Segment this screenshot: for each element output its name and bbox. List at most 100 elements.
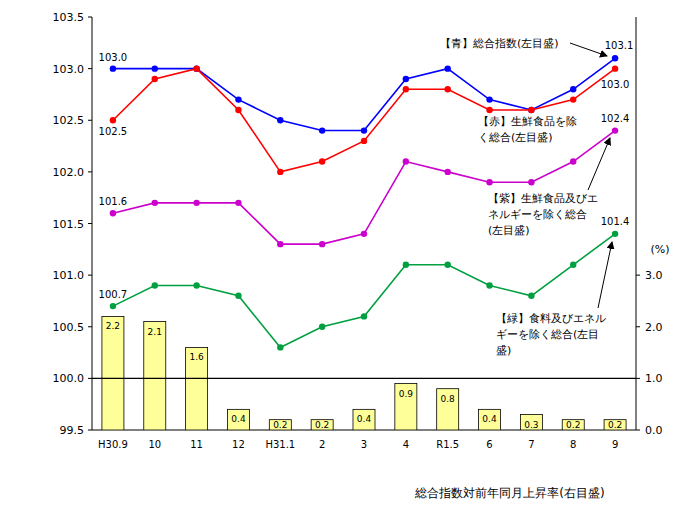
x-tick-label: 2 [319,439,325,450]
marker [235,293,241,299]
bar-label: 0.2 [315,420,329,430]
bar-label: 1.6 [189,352,204,362]
bar [353,409,375,430]
bar [395,384,417,430]
line [113,58,615,130]
marker [444,169,450,175]
reference-line [92,378,636,379]
bar [604,420,626,430]
x-tick-label: 12 [232,439,245,450]
marker [444,86,450,92]
value-label: 103.0 [99,52,128,63]
marker [486,96,492,102]
marker [319,127,325,133]
x-tick-label: H31.1 [265,439,295,450]
marker [193,282,199,288]
marker [361,313,367,319]
line [113,131,615,245]
marker [570,262,576,268]
y2-axis-line [636,17,637,430]
marker [361,231,367,237]
y-tick-label: 103.0 [53,63,85,76]
y-tick [88,430,92,431]
bar-label: 0.4 [482,414,497,424]
marker [444,262,450,268]
bar-label: 0.9 [399,389,414,399]
legend-label: 【紫】生鮮食品及びエネルギーを除く総合(左目盛) [488,192,598,237]
marker [528,293,534,299]
marker [528,179,534,185]
marker [612,127,618,133]
bar [227,409,249,430]
x-tick-label: 9 [612,439,618,450]
marker [193,65,199,71]
bar [562,420,584,430]
marker [570,158,576,164]
line [113,69,615,172]
legend-arrow [598,242,612,308]
marker [152,282,158,288]
y-tick [88,275,92,276]
marker [486,282,492,288]
marker [235,107,241,113]
bar [520,415,542,430]
value-label: 102.4 [601,113,630,124]
marker [361,127,367,133]
marker [235,96,241,102]
marker [110,117,116,123]
value-label: 101.4 [601,216,630,227]
marker [570,86,576,92]
value-label: 102.5 [99,126,128,137]
marker [277,241,283,247]
y2-tick [636,326,640,327]
y2-tick [636,378,640,379]
chart: 99.5100.0100.5101.0101.5102.0102.5103.01… [0,0,680,521]
bar-label: 0.4 [231,414,246,424]
bar-label: 0.4 [357,414,372,424]
y2-tick-label: 3.0 [645,269,663,282]
marker [612,65,618,71]
marker [486,107,492,113]
x-tick-label: 6 [486,439,492,450]
legend-label: 【赤】生鮮食品を除く総合(左目盛) [478,115,577,144]
marker [319,158,325,164]
marker [193,200,199,206]
y-tick [88,171,92,172]
bar-label: 0.3 [524,420,538,430]
bar [437,389,459,430]
legend-arrow [588,138,610,190]
marker [152,200,158,206]
marker [277,344,283,350]
labels: 2.22.11.60.40.20.20.40.90.80.40.30.20.2総… [99,37,634,500]
x-tick-label: 4 [403,439,409,450]
marker [193,65,199,71]
legend-label: 【緑】食料及びエネルギーを除く総合(左目盛) [496,312,606,357]
marker [152,76,158,82]
y2-tick-label: 2.0 [645,321,663,334]
x-tick-label: R1.5 [436,439,459,450]
y2-tick-label: 1.0 [645,372,663,385]
marker [403,158,409,164]
x-tick-label: 3 [361,439,367,450]
bar-label: 2.1 [148,327,162,337]
bar-label: 0.2 [273,420,287,430]
y-tick-label: 101.0 [53,269,85,282]
value-label: 101.6 [99,196,128,207]
bar [144,322,166,430]
marker [612,231,618,237]
x-tick-label: 10 [148,439,161,450]
marker [277,117,283,123]
y-tick [88,120,92,121]
bar [269,420,291,430]
marker [319,324,325,330]
y-tick [88,378,92,379]
y2-tick [636,430,640,431]
line [113,234,615,348]
marker [235,200,241,206]
marker [110,65,116,71]
y2-tick-label: 0.0 [645,424,663,437]
value-label: 103.0 [601,79,630,90]
y-tick-label: 102.0 [53,166,85,179]
marker [528,107,534,113]
bar-label: 0.2 [608,420,622,430]
